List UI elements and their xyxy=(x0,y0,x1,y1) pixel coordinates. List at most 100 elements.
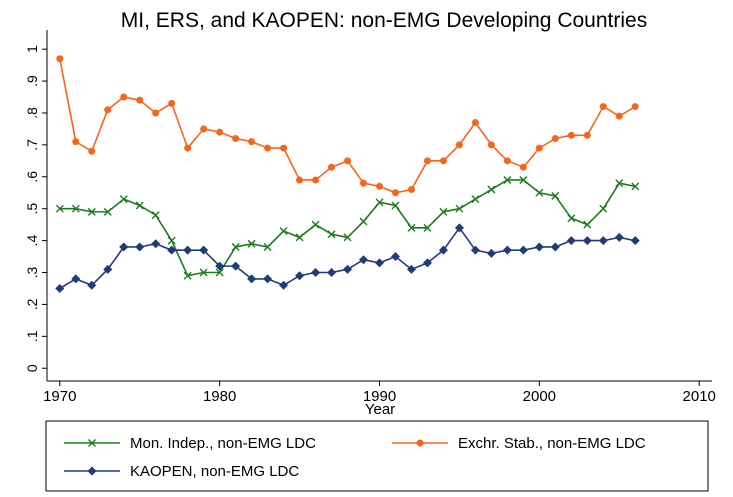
marker xyxy=(360,179,368,187)
marker xyxy=(327,230,336,239)
marker xyxy=(630,236,640,246)
marker xyxy=(184,144,192,152)
marker xyxy=(312,176,320,184)
y-tick-label: .1 xyxy=(24,330,40,342)
marker xyxy=(231,242,240,251)
marker xyxy=(295,233,304,242)
marker xyxy=(263,242,272,251)
marker xyxy=(199,268,208,277)
x-tick-label: 1980 xyxy=(203,388,236,405)
marker xyxy=(103,207,112,216)
y-tick-label: .6 xyxy=(24,171,40,183)
x-tick-label: 1970 xyxy=(43,388,76,405)
marker xyxy=(599,103,607,111)
x-tick-label: 1990 xyxy=(363,388,396,405)
marker xyxy=(343,233,352,242)
marker xyxy=(87,207,96,216)
marker xyxy=(614,232,624,242)
marker xyxy=(263,274,273,284)
marker xyxy=(247,239,256,248)
marker xyxy=(135,242,145,252)
marker xyxy=(200,125,208,133)
marker xyxy=(55,204,64,213)
chart-title: MI, ERS, and KAOPEN: non-EMG Developing … xyxy=(121,9,647,32)
marker xyxy=(438,245,448,255)
marker xyxy=(279,280,289,290)
marker xyxy=(615,112,623,120)
marker xyxy=(296,176,304,184)
marker xyxy=(376,182,383,190)
marker xyxy=(343,264,353,274)
marker xyxy=(167,236,176,245)
marker xyxy=(550,242,560,252)
marker xyxy=(391,189,399,197)
marker xyxy=(375,258,384,268)
marker xyxy=(119,195,128,204)
marker xyxy=(311,268,321,278)
legend xyxy=(45,420,709,492)
marker xyxy=(152,109,160,117)
marker xyxy=(231,261,241,271)
marker xyxy=(407,186,415,194)
marker xyxy=(534,242,544,252)
y-tick-label: .9 xyxy=(24,75,40,87)
y-tick-label: .3 xyxy=(24,266,40,278)
marker xyxy=(566,236,576,246)
legend-marker xyxy=(416,439,424,447)
marker xyxy=(264,144,272,152)
x-tick-label: 2000 xyxy=(523,388,556,405)
legend-label: Exchr. Stab., non-EMG LDC xyxy=(458,435,646,452)
marker xyxy=(375,198,384,207)
marker xyxy=(327,268,337,278)
marker xyxy=(519,175,528,184)
marker xyxy=(503,175,512,184)
x-tick-label: 2010 xyxy=(683,388,716,405)
marker xyxy=(279,227,288,236)
marker xyxy=(455,141,463,149)
marker xyxy=(359,255,369,265)
marker xyxy=(328,163,336,171)
marker xyxy=(631,182,640,191)
marker xyxy=(486,248,496,258)
marker xyxy=(470,245,480,255)
marker xyxy=(87,280,97,290)
marker xyxy=(183,245,193,255)
marker xyxy=(455,204,464,213)
marker xyxy=(72,138,80,146)
marker xyxy=(280,144,288,152)
marker xyxy=(391,201,400,210)
marker xyxy=(631,103,639,111)
y-tick-label: .8 xyxy=(24,107,40,119)
marker xyxy=(151,211,160,220)
marker xyxy=(168,99,176,107)
marker xyxy=(519,163,527,171)
legend-marker xyxy=(88,439,96,447)
marker xyxy=(535,188,544,197)
marker xyxy=(295,271,305,281)
marker xyxy=(248,138,256,146)
marker xyxy=(167,245,177,255)
marker xyxy=(216,128,224,136)
marker xyxy=(55,283,65,293)
marker xyxy=(215,268,224,277)
marker xyxy=(104,106,112,114)
marker xyxy=(359,217,368,226)
marker xyxy=(120,93,128,101)
marker xyxy=(502,245,512,255)
marker xyxy=(439,207,448,216)
marker xyxy=(71,274,81,284)
marker xyxy=(136,96,144,104)
marker xyxy=(183,271,192,280)
marker xyxy=(567,131,575,139)
y-tick-label: 1 xyxy=(24,45,40,53)
marker xyxy=(535,144,543,152)
marker xyxy=(487,141,495,149)
marker xyxy=(567,214,576,223)
marker xyxy=(582,236,592,246)
marker xyxy=(471,119,479,127)
y-tick-label: .5 xyxy=(24,203,40,215)
y-tick-label: 0 xyxy=(24,364,40,372)
marker xyxy=(103,264,113,274)
y-tick-label: .2 xyxy=(24,298,40,310)
